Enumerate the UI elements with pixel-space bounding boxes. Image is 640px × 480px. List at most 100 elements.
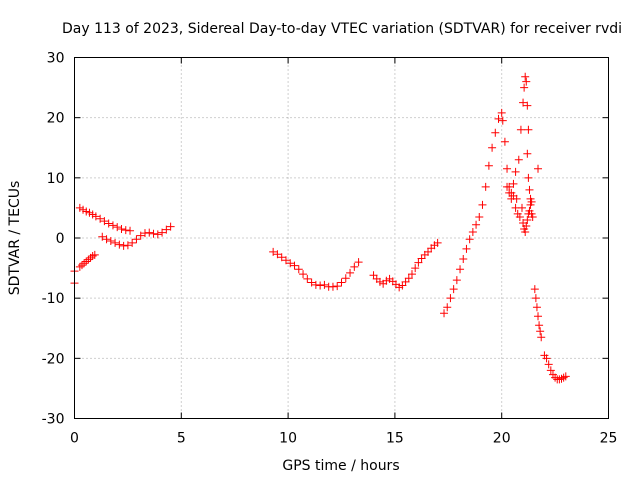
data-point	[503, 182, 512, 191]
y-tick-labels: -30 -20 -10 0 10 20 30	[42, 51, 65, 428]
data-point	[555, 375, 564, 384]
data-point	[307, 278, 316, 287]
data-point	[503, 164, 512, 173]
data-point	[123, 241, 132, 250]
data-point	[542, 354, 551, 363]
data-point	[132, 235, 141, 244]
data-point	[269, 247, 278, 256]
data-point	[497, 108, 506, 117]
data-point	[509, 179, 518, 188]
data-point	[84, 255, 93, 264]
data-point	[536, 327, 545, 336]
data-point	[316, 281, 325, 290]
data-points	[70, 72, 570, 384]
data-point	[136, 231, 145, 240]
data-point	[91, 212, 100, 221]
data-point	[86, 253, 95, 262]
y-tick-label: -30	[42, 412, 65, 428]
data-point	[395, 283, 404, 292]
data-point	[424, 247, 433, 256]
data-point	[523, 215, 532, 224]
data-point	[96, 214, 105, 223]
data-point	[417, 254, 426, 263]
data-point	[557, 374, 566, 383]
data-point	[106, 237, 115, 246]
data-point	[433, 238, 442, 247]
series-sat-j	[540, 351, 570, 384]
data-point	[115, 240, 124, 249]
data-point	[411, 264, 420, 273]
data-point	[452, 276, 461, 285]
data-point	[526, 194, 535, 203]
y-tick-label: -20	[42, 351, 65, 367]
data-point	[517, 203, 526, 212]
data-point	[514, 155, 523, 164]
data-point	[475, 212, 484, 221]
data-point	[407, 270, 416, 279]
data-point	[153, 230, 162, 239]
data-point	[346, 268, 355, 277]
data-point	[462, 244, 471, 253]
series-sat-a	[75, 250, 99, 271]
y-tick-label: 0	[56, 231, 65, 247]
data-point	[484, 161, 493, 170]
data-point	[100, 217, 109, 226]
data-point	[88, 252, 97, 261]
data-point	[90, 250, 99, 259]
series-sat-d	[269, 247, 363, 291]
data-point	[488, 143, 497, 152]
data-point	[523, 149, 532, 158]
data-point	[398, 281, 407, 290]
data-point	[369, 271, 378, 280]
data-point	[354, 258, 363, 267]
data-point	[320, 280, 329, 289]
x-tick-label: 10	[279, 431, 297, 447]
data-point	[494, 114, 503, 123]
data-point	[82, 207, 91, 216]
x-tick-label: 5	[177, 431, 186, 447]
data-point	[145, 228, 154, 237]
data-point	[80, 259, 89, 268]
data-point	[277, 253, 286, 262]
data-point	[440, 309, 449, 318]
data-point	[294, 265, 303, 274]
data-point	[531, 294, 540, 303]
data-point	[537, 333, 546, 342]
data-point	[534, 164, 543, 173]
data-point	[515, 212, 524, 221]
data-point	[299, 270, 308, 279]
data-point	[375, 277, 384, 286]
data-point	[290, 261, 299, 270]
data-point	[85, 208, 94, 217]
data-point	[404, 274, 413, 283]
data-point	[446, 294, 455, 303]
series-sat-c	[98, 222, 175, 250]
data-point	[523, 101, 532, 110]
data-point	[511, 167, 520, 176]
data-point	[414, 258, 423, 267]
data-point	[328, 282, 337, 291]
data-point	[382, 276, 391, 285]
data-point	[149, 229, 158, 238]
data-point	[524, 173, 533, 182]
x-tick-label: 15	[386, 431, 404, 447]
data-point	[311, 280, 320, 289]
data-point	[478, 200, 487, 209]
data-point	[273, 250, 282, 259]
data-point	[162, 225, 171, 234]
series-sat-g	[498, 72, 533, 203]
series-sat-h-outlier	[534, 164, 543, 173]
data-point	[128, 238, 137, 247]
data-point	[465, 235, 474, 244]
data-point	[79, 205, 88, 214]
y-tick-label: -10	[42, 291, 65, 307]
x-tick-label: 20	[493, 431, 511, 447]
grid-lines	[74, 57, 609, 419]
data-point	[401, 277, 410, 286]
data-point	[456, 265, 465, 274]
data-point	[158, 228, 167, 237]
data-point	[481, 182, 490, 191]
data-point	[119, 241, 128, 250]
data-point	[559, 373, 568, 382]
y-tick-label: 30	[47, 51, 65, 67]
